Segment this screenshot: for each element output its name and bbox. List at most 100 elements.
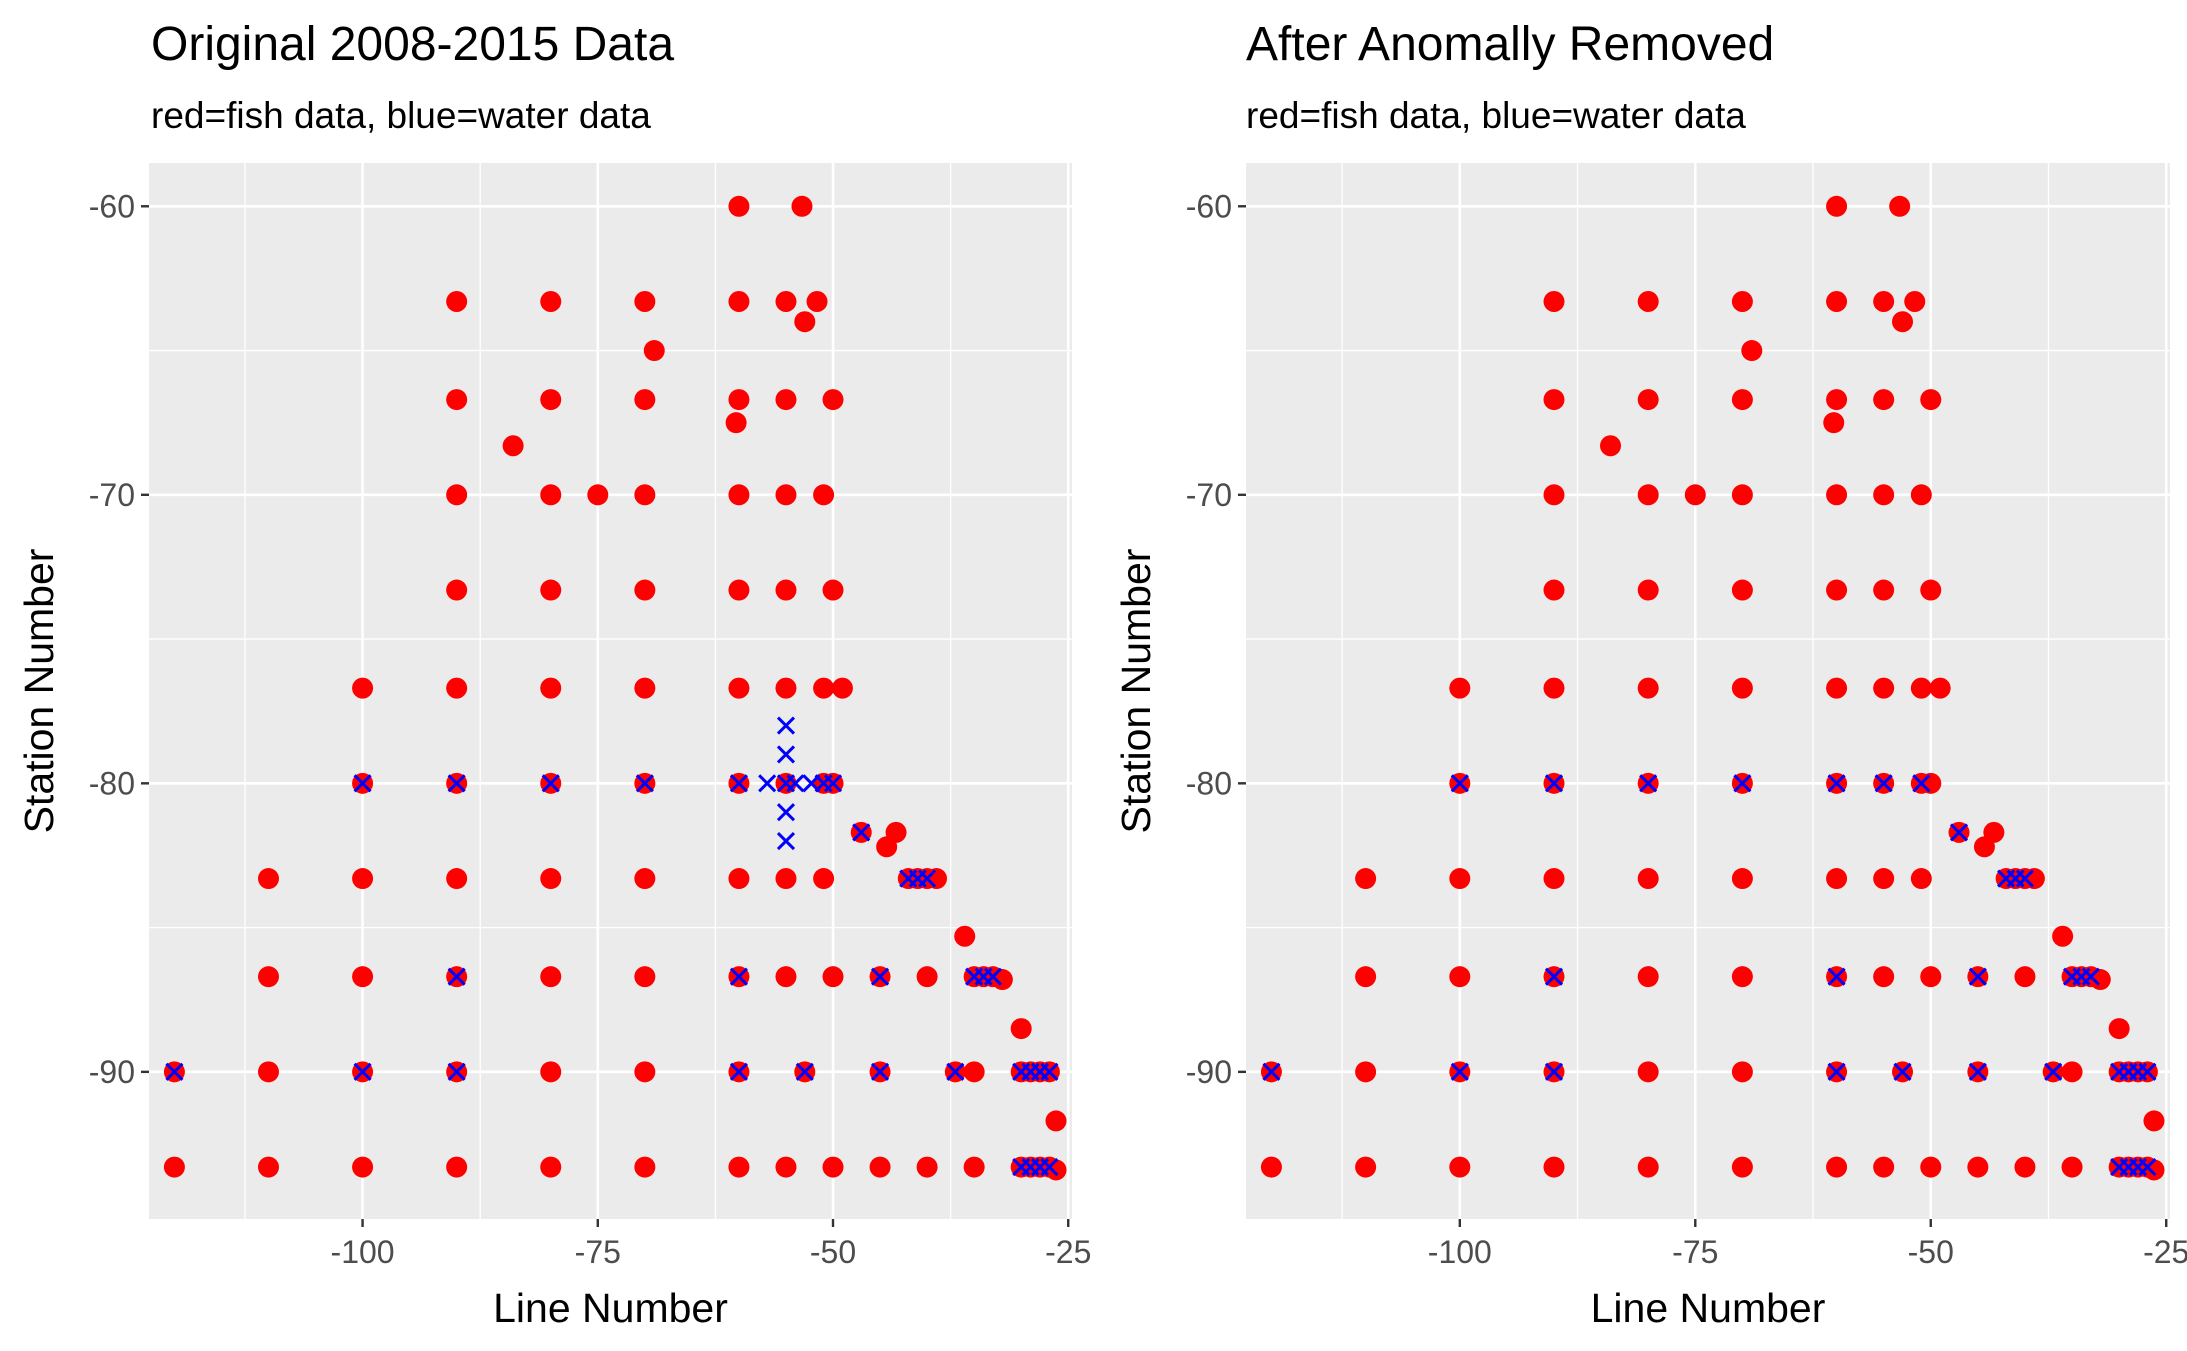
fish-data-point <box>2108 1018 2130 1040</box>
fish-data-point <box>916 966 938 988</box>
fish-data-point <box>1637 389 1659 411</box>
fish-data-point <box>1543 868 1565 890</box>
fish-data-point <box>1889 195 1911 217</box>
fish-data-point <box>2052 925 2074 947</box>
water-data-point <box>758 774 777 793</box>
fish-data-point <box>1731 1156 1753 1178</box>
water-data-point <box>1874 774 1893 793</box>
fish-data-point <box>1873 1156 1895 1178</box>
fish-data-point <box>540 677 562 699</box>
fish-data-point <box>1920 1156 1942 1178</box>
fish-data-point <box>822 1156 844 1178</box>
fish-data-point <box>1873 966 1895 988</box>
fish-data-point <box>540 389 562 411</box>
fish-data-point <box>954 925 976 947</box>
fish-data-point <box>1873 579 1895 601</box>
fish-data-point <box>1637 677 1659 699</box>
fish-data-point <box>540 290 562 312</box>
fish-data-point <box>775 868 797 890</box>
fish-data-point <box>540 966 562 988</box>
fish-data-point <box>1967 1156 1989 1178</box>
fish-data-point <box>446 290 468 312</box>
fish-data-point <box>540 1156 562 1178</box>
water-data-point <box>1827 774 1846 793</box>
fish-data-point <box>2061 1156 2083 1178</box>
water-data-point <box>1639 774 1658 793</box>
y-tick-label: -60 <box>1186 188 1232 224</box>
fish-data-point <box>1873 389 1895 411</box>
fish-data-point <box>163 1156 185 1178</box>
water-data-point <box>871 1062 890 1081</box>
water-data-point <box>871 967 890 986</box>
fish-data-point <box>446 484 468 506</box>
fish-data-point <box>728 290 750 312</box>
fish-data-point <box>775 966 797 988</box>
fish-data-point <box>822 579 844 601</box>
fish-data-point <box>1449 868 1471 890</box>
fish-data-point <box>1826 579 1848 601</box>
fish-data-point <box>1637 1156 1659 1178</box>
fish-data-point <box>1910 868 1932 890</box>
fish-data-point <box>1543 1156 1565 1178</box>
water-data-point <box>823 774 843 793</box>
fish-data-point <box>1920 389 1942 411</box>
water-data-point <box>776 831 796 851</box>
left-scatter-chart: Original 2008-2015 Data red=fish data, bl… <box>16 18 1091 1331</box>
x-tick-label: -50 <box>1908 1234 1954 1270</box>
fish-data-point <box>1010 1018 1032 1040</box>
water-data-point <box>1827 967 1846 986</box>
water-data-point <box>353 1062 372 1081</box>
fish-data-point <box>728 484 750 506</box>
y-tick-label: -70 <box>1186 477 1232 513</box>
fish-data-point <box>1731 290 1753 312</box>
y-tick-label: -80 <box>89 765 135 801</box>
y-axis-label: Station Number <box>1113 549 1159 834</box>
water-data-point <box>1827 1062 1846 1081</box>
fish-data-point <box>2014 1156 2036 1178</box>
fish-data-point <box>869 1156 891 1178</box>
water-data-point <box>2044 1062 2063 1081</box>
fish-data-point <box>540 868 562 890</box>
fish-data-point <box>1045 1159 1067 1181</box>
fish-data-point <box>1826 484 1848 506</box>
fish-data-point <box>1355 1156 1377 1178</box>
water-data-point <box>946 1062 965 1081</box>
water-data-point <box>2081 967 2100 986</box>
chart-title: Original 2008-2015 Data <box>151 18 674 71</box>
fish-data-point <box>1920 966 1942 988</box>
fish-data-point <box>728 389 750 411</box>
water-data-point <box>1040 1158 1059 1177</box>
fish-data-point <box>728 579 750 601</box>
fish-data-point <box>775 579 797 601</box>
fish-data-point <box>1543 484 1565 506</box>
fish-data-point <box>1904 290 1926 312</box>
fish-data-point <box>1910 484 1932 506</box>
fish-data-point <box>728 195 750 217</box>
fish-data-point <box>1449 966 1471 988</box>
fish-data-point <box>1637 579 1659 601</box>
water-data-point <box>795 1062 814 1081</box>
fish-data-point <box>775 484 797 506</box>
fish-data-point <box>634 389 656 411</box>
water-data-point <box>1912 774 1931 793</box>
water-data-point <box>447 774 466 793</box>
fish-data-point <box>502 435 524 457</box>
fish-data-point <box>1826 1156 1848 1178</box>
water-data-point <box>918 869 937 888</box>
x-tick-label: -75 <box>1672 1234 1718 1270</box>
fish-data-point <box>822 966 844 988</box>
fish-data-point <box>1973 836 1995 858</box>
fish-data-point <box>1600 435 1622 457</box>
fish-data-point <box>1873 677 1895 699</box>
fish-data-point <box>813 677 835 699</box>
fish-data-point <box>1260 1156 1282 1178</box>
fish-data-point <box>1826 290 1848 312</box>
data-points <box>1260 195 2165 1181</box>
fish-data-point <box>257 966 279 988</box>
fish-data-point <box>1543 389 1565 411</box>
fish-data-point <box>540 484 562 506</box>
fish-data-point <box>446 868 468 890</box>
fish-data-point <box>1637 484 1659 506</box>
fish-data-point <box>831 677 853 699</box>
fish-data-point <box>791 195 813 217</box>
